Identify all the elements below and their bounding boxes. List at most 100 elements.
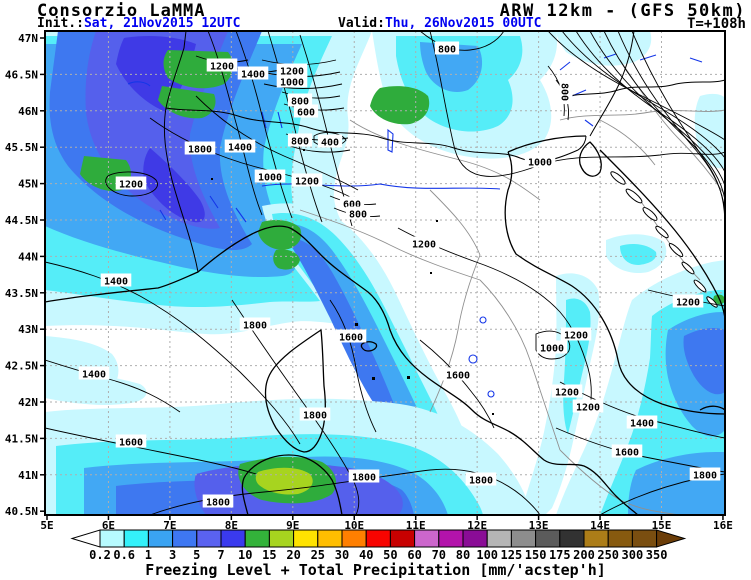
- svg-text:800: 800: [291, 137, 309, 148]
- contour-label: 1200: [560, 327, 592, 342]
- contour-label: 1200: [572, 399, 604, 414]
- colorbar-box: [414, 529, 440, 548]
- colorbar-value: 175: [549, 548, 571, 562]
- colorbar-value: 30: [335, 548, 349, 562]
- svg-text:1000: 1000: [280, 78, 304, 89]
- precip-area: [273, 249, 300, 270]
- map-frame: [44, 30, 726, 516]
- colorbar-box: [438, 529, 464, 548]
- colorbar-box: [172, 529, 198, 548]
- contour-label: 800: [287, 93, 313, 108]
- colorbar-value: 80: [456, 548, 470, 562]
- contour-label: 1800: [184, 141, 216, 156]
- precip-area: [620, 244, 657, 265]
- colorbar-value: 60: [407, 548, 421, 562]
- colorbar-value: 0.6: [113, 548, 135, 562]
- lon-label: 15E: [652, 519, 672, 532]
- valid-value: Thu, 26Nov2015 00UTC: [384, 16, 542, 31]
- contour-label: 1200: [551, 384, 583, 399]
- contour-label: 800: [559, 79, 573, 105]
- init-time: Init.:Sat, 21Nov2015 12UTC: [37, 16, 241, 31]
- colorbar-value: 250: [597, 548, 619, 562]
- colorbar-box: [196, 529, 222, 548]
- model-title: ARW 12km - (GFS 50km): [499, 1, 746, 21]
- lat-label: 42N: [18, 396, 38, 409]
- contour-label: 1000: [276, 74, 308, 89]
- svg-text:1400: 1400: [104, 277, 128, 288]
- colorbar-value: 7: [217, 548, 224, 562]
- contour-label: 1600: [335, 329, 367, 344]
- contour-label: 1800: [465, 472, 497, 487]
- contour-label: 1200: [206, 58, 238, 73]
- lat-label: 41.5N: [5, 432, 38, 445]
- colorbar-value: 200: [573, 548, 595, 562]
- contour-label: 1600: [442, 367, 474, 382]
- colorbar-value: 25: [311, 548, 325, 562]
- colorbar-value: 10: [238, 548, 252, 562]
- svg-text:1000: 1000: [258, 173, 282, 184]
- colorbar-right-arrow: [656, 529, 687, 548]
- colorbar-value: 0.2: [89, 548, 111, 562]
- contour-label: 400: [317, 134, 343, 149]
- svg-text:1200: 1200: [210, 62, 234, 73]
- lat-label: 44.5N: [5, 214, 38, 227]
- contour-label: 1600: [611, 444, 643, 459]
- lon-label: 6E: [102, 519, 115, 532]
- contour-label: 1800: [348, 469, 380, 484]
- lat-label: 45N: [18, 178, 38, 191]
- colorbar-box: [510, 529, 537, 548]
- lat-label: 45.5N: [5, 141, 38, 154]
- valid-label: Valid:: [338, 16, 385, 31]
- svg-text:800: 800: [291, 97, 309, 108]
- svg-text:1200: 1200: [555, 388, 579, 399]
- precip-area: [143, 148, 205, 223]
- svg-text:1400: 1400: [241, 70, 265, 81]
- contour-label: 800: [287, 133, 313, 148]
- contour-label: 1400: [224, 139, 256, 154]
- svg-text:600: 600: [297, 108, 315, 119]
- colorbar-value: 125: [501, 548, 523, 562]
- svg-text:1800: 1800: [188, 145, 212, 156]
- svg-text:800: 800: [438, 45, 456, 56]
- svg-text:1800: 1800: [469, 476, 493, 487]
- colorbar-value: 50: [383, 548, 397, 562]
- colorbar-left-arrow: [70, 529, 101, 548]
- svg-text:1800: 1800: [243, 321, 267, 332]
- svg-text:1200: 1200: [119, 180, 143, 191]
- svg-text:1800: 1800: [693, 471, 717, 482]
- colorbar-value: 350: [646, 548, 668, 562]
- brand-title: Consorzio LaMMA: [37, 1, 206, 21]
- colorbar-value: 100: [476, 548, 498, 562]
- colorbar-box: [341, 529, 367, 548]
- svg-text:1200: 1200: [412, 240, 436, 251]
- lat-label: 43N: [18, 323, 38, 336]
- contour-label: 600: [293, 104, 319, 119]
- lon-label: 11E: [406, 519, 426, 532]
- colorbar-value: 70: [432, 548, 446, 562]
- contour-label: 1800: [689, 467, 721, 482]
- precip-area: [556, 31, 652, 66]
- svg-text:1200: 1200: [295, 177, 319, 188]
- precip-area: [255, 467, 313, 495]
- svg-text:1600: 1600: [446, 371, 470, 382]
- svg-text:800: 800: [559, 83, 570, 101]
- contour-label: 1400: [626, 415, 658, 430]
- map-title: Freezing Level + Total Precipitation [mm…: [145, 561, 606, 579]
- contour-label: 1000: [524, 154, 556, 169]
- svg-text:1000: 1000: [540, 344, 564, 355]
- lat-label: 40.5N: [5, 505, 38, 518]
- precip-area: [370, 86, 430, 125]
- svg-text:1200: 1200: [564, 331, 588, 342]
- svg-text:1600: 1600: [119, 438, 143, 449]
- svg-text:1600: 1600: [339, 333, 363, 344]
- colorbar-box: [559, 529, 585, 548]
- svg-text:1800: 1800: [352, 473, 376, 484]
- contour-label: 1200: [408, 236, 440, 251]
- lat-label: 43.5N: [5, 287, 38, 300]
- lon-label: 5E: [40, 519, 53, 532]
- contour-label: 1800: [202, 494, 234, 509]
- colorbar-value: 40: [359, 548, 373, 562]
